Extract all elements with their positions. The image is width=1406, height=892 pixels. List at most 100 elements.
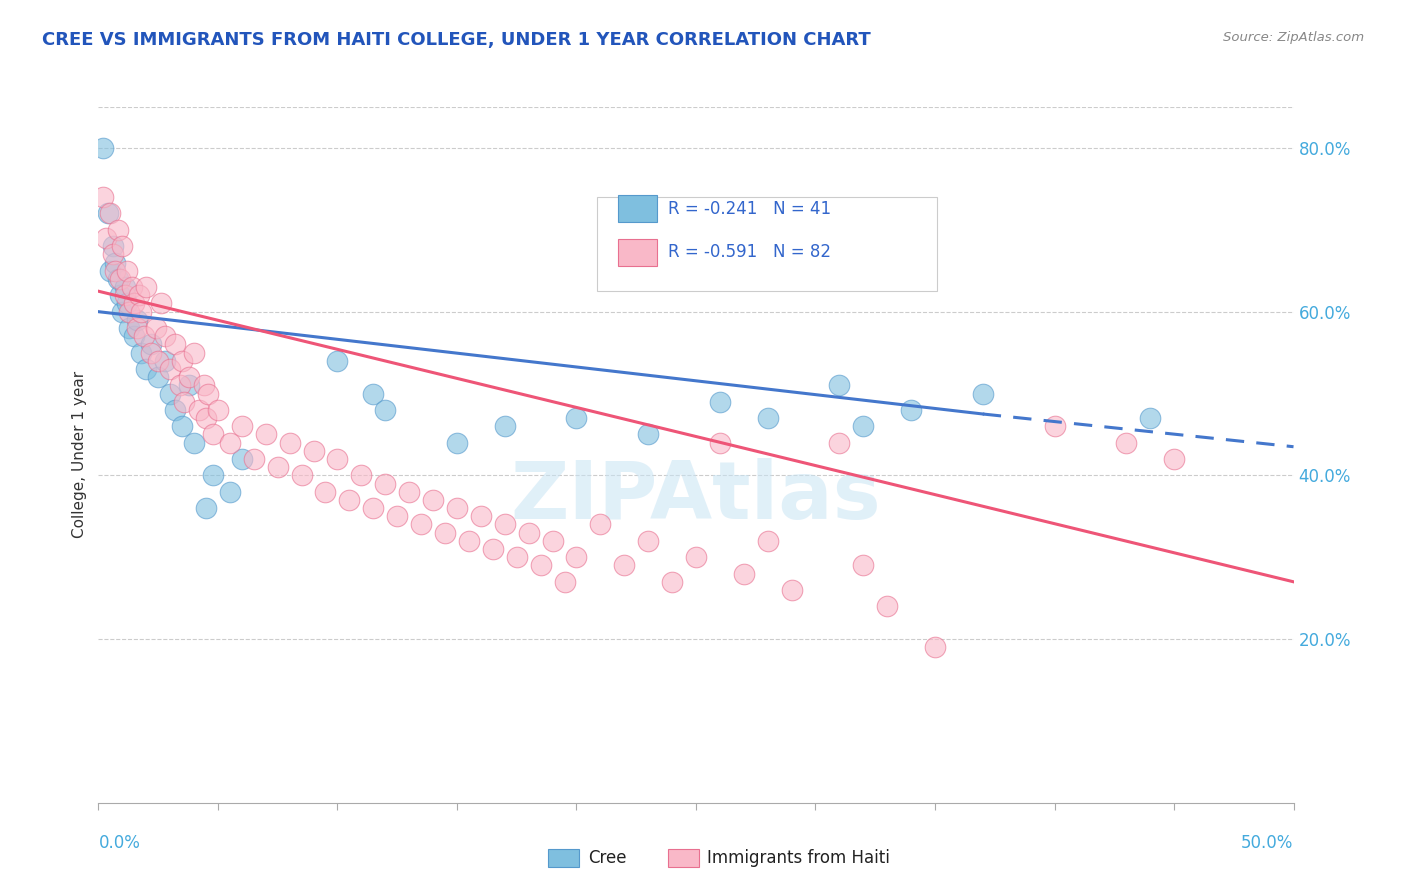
Point xyxy=(411,517,433,532)
Point xyxy=(1115,435,1137,450)
Point xyxy=(363,501,385,516)
Point xyxy=(302,443,325,458)
Text: Immigrants from Haiti: Immigrants from Haiti xyxy=(707,849,890,867)
Point xyxy=(481,542,505,557)
Point xyxy=(124,329,146,343)
Point xyxy=(139,345,162,359)
Point xyxy=(900,403,922,417)
Text: 50.0%: 50.0% xyxy=(1241,834,1294,852)
Point xyxy=(243,452,266,467)
Point xyxy=(173,394,195,409)
Point xyxy=(709,394,731,409)
Bar xyxy=(619,195,657,222)
Point xyxy=(254,427,277,442)
Point xyxy=(114,280,136,294)
Point xyxy=(828,435,851,450)
Point xyxy=(458,533,481,548)
Point xyxy=(637,427,659,442)
Point xyxy=(470,509,492,524)
FancyBboxPatch shape xyxy=(596,197,938,292)
Point xyxy=(172,419,194,434)
Point xyxy=(131,345,153,359)
Point xyxy=(709,435,731,450)
Point xyxy=(139,337,162,351)
Point xyxy=(183,345,205,359)
Point xyxy=(565,550,588,565)
Point xyxy=(145,321,167,335)
Point xyxy=(852,558,875,573)
Point xyxy=(1139,411,1161,425)
Point xyxy=(231,452,253,467)
Point xyxy=(219,484,242,499)
Text: Source: ZipAtlas.com: Source: ZipAtlas.com xyxy=(1223,31,1364,45)
Point xyxy=(107,272,129,286)
Text: R = -0.241   N = 41: R = -0.241 N = 41 xyxy=(668,200,831,218)
Point xyxy=(326,452,349,467)
Point xyxy=(114,288,136,302)
Point xyxy=(115,296,138,310)
Point xyxy=(108,272,131,286)
Point xyxy=(433,525,456,540)
Point xyxy=(661,574,683,589)
Point xyxy=(385,509,409,524)
Point xyxy=(1163,452,1185,467)
Point xyxy=(91,141,114,155)
Point xyxy=(115,264,138,278)
Point xyxy=(104,264,127,278)
Point xyxy=(101,239,124,253)
Point xyxy=(422,492,444,507)
Point xyxy=(202,468,225,483)
Text: R = -0.591   N = 82: R = -0.591 N = 82 xyxy=(668,244,831,261)
Text: CREE VS IMMIGRANTS FROM HAITI COLLEGE, UNDER 1 YEAR CORRELATION CHART: CREE VS IMMIGRANTS FROM HAITI COLLEGE, U… xyxy=(42,31,870,49)
Point xyxy=(194,411,218,425)
Point xyxy=(125,313,148,327)
Point xyxy=(494,419,516,434)
Point xyxy=(756,533,779,548)
Point xyxy=(398,484,420,499)
Point xyxy=(187,403,209,417)
Point xyxy=(685,550,707,565)
Point xyxy=(876,599,898,614)
Point xyxy=(291,468,314,483)
Y-axis label: College, Under 1 year: College, Under 1 year xyxy=(72,371,87,539)
Point xyxy=(149,296,172,310)
Point xyxy=(111,239,134,253)
Point xyxy=(135,280,157,294)
Point xyxy=(118,304,141,318)
Point xyxy=(155,329,177,343)
Point xyxy=(207,403,229,417)
Point xyxy=(363,386,385,401)
Point xyxy=(197,386,219,401)
Bar xyxy=(619,239,657,266)
Point xyxy=(131,304,153,318)
Point xyxy=(278,435,301,450)
Point xyxy=(124,296,146,310)
Point xyxy=(183,435,205,450)
Point xyxy=(326,353,349,368)
Point xyxy=(852,419,875,434)
Point xyxy=(637,533,659,548)
Point xyxy=(101,247,124,261)
Point xyxy=(194,501,218,516)
Point xyxy=(529,558,551,573)
Text: ZIPAtlas: ZIPAtlas xyxy=(510,458,882,536)
Point xyxy=(148,370,170,384)
Point xyxy=(111,304,134,318)
Point xyxy=(554,574,576,589)
Point xyxy=(446,435,468,450)
Point xyxy=(135,362,157,376)
Point xyxy=(169,378,191,392)
Point xyxy=(494,517,516,532)
Point xyxy=(121,280,143,294)
Point xyxy=(91,190,114,204)
Point xyxy=(589,517,612,532)
Point xyxy=(159,386,181,401)
Point xyxy=(132,329,155,343)
Point xyxy=(267,460,290,475)
Point xyxy=(155,353,177,368)
Point xyxy=(613,558,636,573)
Point xyxy=(315,484,337,499)
Point xyxy=(219,435,242,450)
Point xyxy=(756,411,779,425)
Point xyxy=(193,378,215,392)
